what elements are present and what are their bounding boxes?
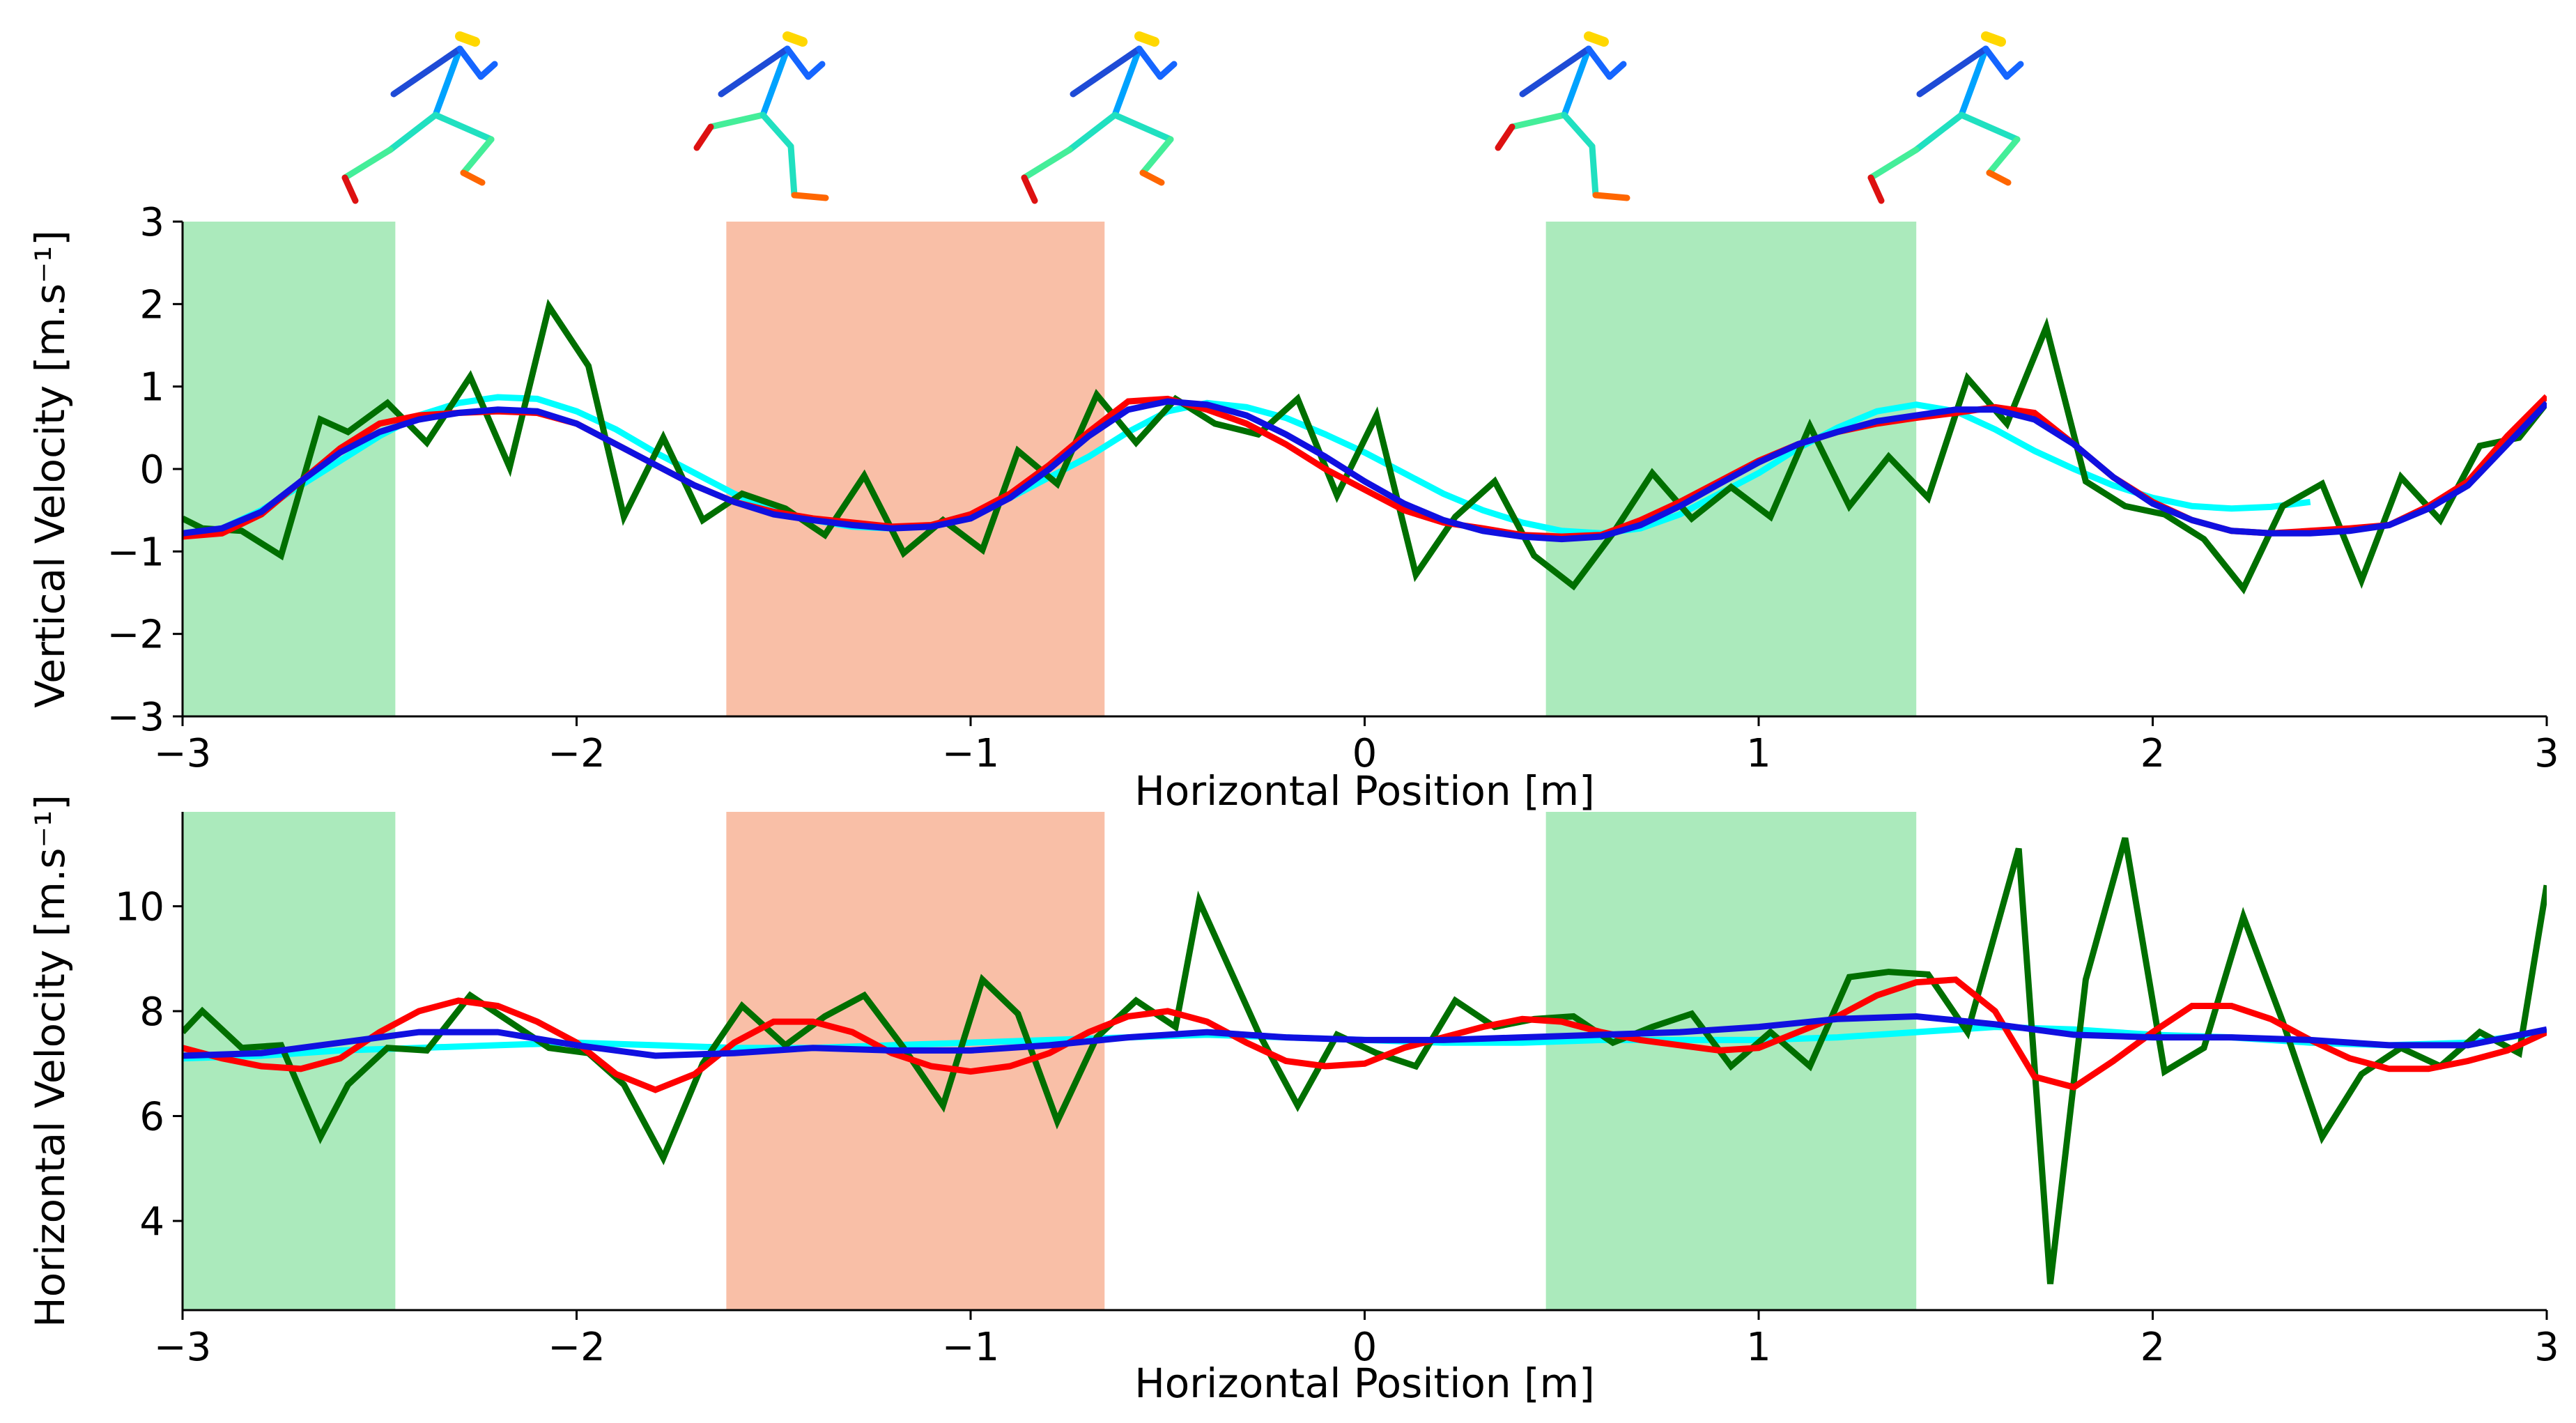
top-y-tick-label: −3 [107, 695, 164, 740]
bottom-x-tick-label: −1 [942, 1325, 1000, 1370]
bottom-y-tick-label: 8 [139, 990, 164, 1035]
top-x-tick-label: 3 [2534, 731, 2559, 776]
bottom-x-tick-label: 2 [2141, 1325, 2166, 1370]
top-series-line-3 [183, 398, 2547, 543]
top-y-tick-label: 0 [139, 447, 164, 493]
top-y-axis-label: Vertical Velocity [m.s⁻¹] [26, 230, 74, 708]
top-y-tick-label: −1 [107, 530, 164, 575]
horizontal-velocity-panel: −3 −2 −1 0 1 2 3 4 6 8 10 Horizontal Position [m] Ho… [26, 794, 2559, 1407]
bottom-x-tick-label: 3 [2534, 1325, 2559, 1370]
bottom-series-line-3 [183, 1013, 2547, 1059]
top-x-tick-label: −3 [154, 731, 212, 776]
top-shaded-region-0 [183, 222, 396, 716]
top-y-tick-label: 3 [139, 200, 164, 245]
bottom-x-tick-label: −3 [154, 1325, 212, 1370]
bottom-x-tick-label: −2 [548, 1325, 606, 1370]
top-series-line-2 [183, 394, 2547, 540]
bottom-y-axis-label: Horizontal Velocity [m.s⁻¹] [26, 794, 74, 1328]
runner-stick-figure-2 [1021, 31, 1178, 204]
top-x-tick-label: 1 [1746, 731, 1771, 776]
bottom-series-line-1 [183, 837, 2547, 1284]
bottom-y-tick-label: 6 [139, 1095, 164, 1140]
bottom-x-axis-label: Horizontal Position [m] [1134, 1360, 1595, 1407]
bottom-shaded-region-2 [1545, 812, 1917, 1310]
top-x-axis-label: Horizontal Position [m] [1134, 767, 1595, 815]
top-y-tick-label: 2 [139, 282, 164, 328]
vertical-velocity-panel: −3 −2 −1 0 1 2 3 −3 −2 −1 0 1 2 3 Horizontal Position … [26, 200, 2559, 815]
top-x-tick-label: −2 [548, 731, 606, 776]
top-x-tick-label: −1 [942, 731, 1000, 776]
top-series-line-1 [183, 298, 2547, 595]
bottom-x-tick-label: 0 [1352, 1325, 1378, 1370]
top-x-tick-label: 2 [2141, 731, 2166, 776]
bottom-x-tick-label: 1 [1746, 1325, 1771, 1370]
top-x-tick-label: 0 [1352, 731, 1378, 776]
runner-stick-figure-4 [1867, 31, 2024, 204]
bottom-y-tick-label: 10 [115, 884, 164, 930]
bottom-y-tick-label: 4 [139, 1199, 164, 1245]
runner-stick-figure-0 [341, 31, 498, 204]
runner-stick-figure-1 [693, 31, 829, 201]
stick-figures-row [341, 31, 2024, 204]
top-y-tick-label: 1 [139, 365, 164, 410]
runner-stick-figure-3 [1495, 31, 1630, 201]
top-y-tick-label: −2 [107, 613, 164, 658]
top-shaded-region-2 [1545, 222, 1917, 716]
